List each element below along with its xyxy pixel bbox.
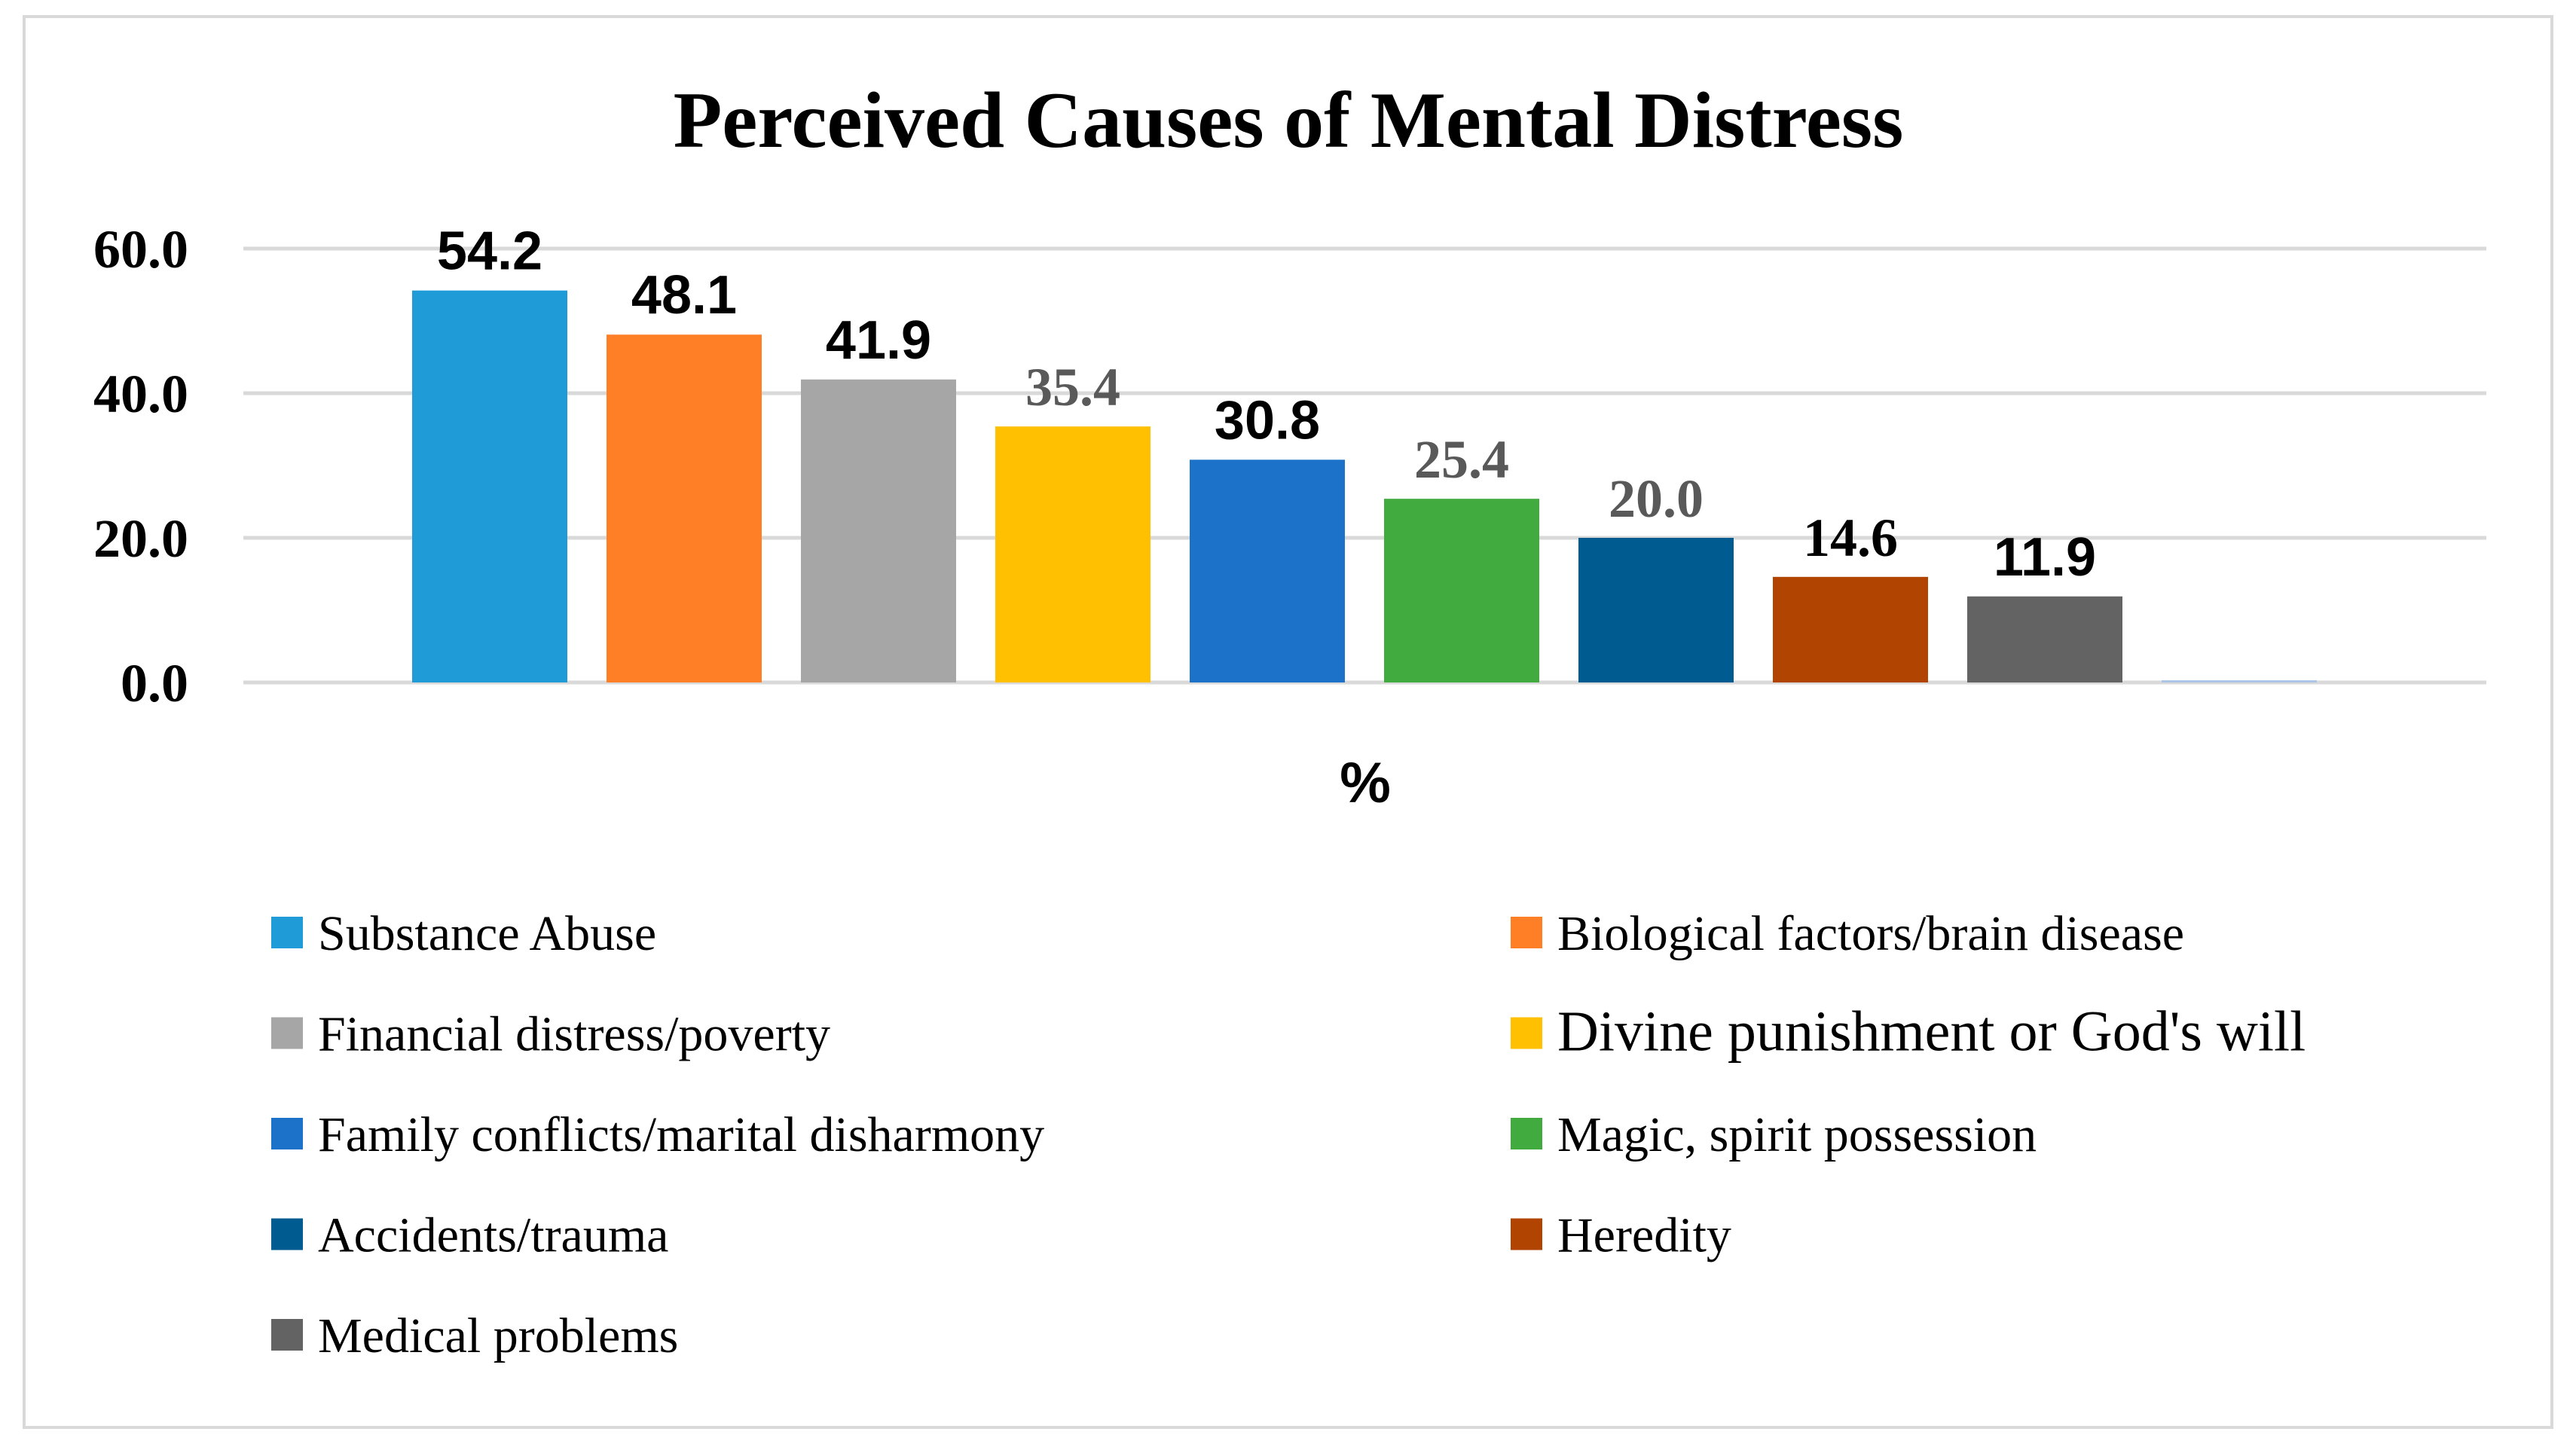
legend-swatch (1511, 1118, 1542, 1149)
legend-swatch (271, 1017, 303, 1049)
y-tick-label: 0.0 (121, 653, 188, 713)
chart-title: Perceived Causes of Mental Distress (674, 76, 1904, 164)
bar-3 (801, 379, 956, 682)
legend-swatch (271, 1319, 303, 1351)
bar-value-label: 30.8 (1215, 390, 1320, 450)
bar-6 (1384, 499, 1539, 682)
bar-value-label: 48.1 (631, 265, 737, 325)
bar-9 (1967, 596, 2122, 682)
legend-swatch (271, 917, 303, 948)
chart-frame (23, 15, 2553, 1429)
legend-swatch (1511, 1017, 1542, 1049)
bar-value-label: 20.0 (1609, 469, 1704, 529)
bar-value-label: 41.9 (826, 310, 931, 371)
bar-7 (1578, 538, 1734, 682)
data-labels: 54.2 48.1 41.9 35.4 30.8 25.4 20.0 14.6 11.9 (437, 221, 2096, 588)
y-tick-label: 60.0 (93, 219, 188, 279)
legend-entry-label: Accidents/trauma (318, 1208, 668, 1263)
legend-entry-label: Heredity (1557, 1208, 1731, 1263)
bar-10 (2162, 680, 2317, 682)
gridlines (243, 246, 2486, 685)
x-axis-label: % (1340, 751, 1391, 815)
bar-2 (607, 334, 762, 682)
bar-5 (1190, 459, 1345, 682)
bar-value-label: 35.4 (1025, 357, 1120, 417)
bars (412, 290, 2317, 682)
legend-swatch (1511, 917, 1542, 948)
legend-entry-label: Financial distress/poverty (318, 1007, 830, 1062)
y-tick-label: 20.0 (93, 508, 188, 569)
legend-entry-label: Biological factors/brain disease (1557, 906, 2184, 961)
bar-value-label: 11.9 (1994, 527, 2096, 588)
legend-entry-label: Substance Abuse (318, 906, 656, 961)
bar-value-label: 25.4 (1414, 429, 1509, 490)
y-axis-ticks: 0.0 20.0 40.0 60.0 (93, 219, 188, 713)
legend-entry-label: Medical problems (318, 1308, 678, 1363)
legend-entry-label: Family conflicts/marital disharmony (318, 1107, 1044, 1162)
legend: Substance Abuse Biological factors/brain … (271, 906, 2306, 1363)
y-tick-label: 40.0 (93, 364, 188, 424)
bar-1 (412, 290, 567, 682)
legend-swatch (1511, 1218, 1542, 1250)
legend-swatch (271, 1118, 303, 1149)
legend-swatch (271, 1218, 303, 1250)
bar-value-label: 14.6 (1803, 508, 1898, 568)
bar-8 (1773, 576, 1928, 682)
bar-value-label: 54.2 (437, 221, 542, 282)
legend-entry-label: Divine punishment or God's will (1557, 1000, 2306, 1064)
bar-4 (995, 426, 1150, 682)
legend-entry-label: Magic, spirit possession (1557, 1107, 2037, 1162)
